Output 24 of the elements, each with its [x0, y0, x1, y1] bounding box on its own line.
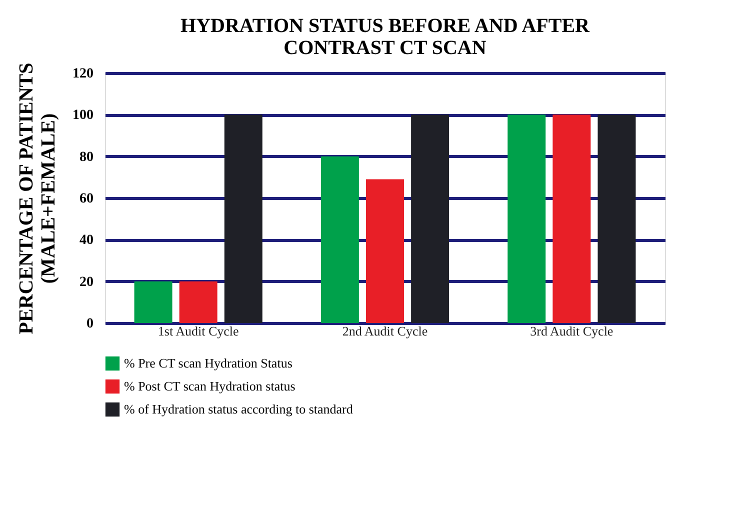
- bar: [508, 114, 546, 323]
- legend-label: % of Hydration status according to standard: [124, 402, 354, 416]
- y-axis-title: PERCENTAGE OF PATIENTS (MALE+FEMALE): [16, 62, 60, 334]
- legend-label: % Post CT scan Hydration status: [124, 378, 296, 394]
- legend-label: % Pre CT scan Hydration Status: [124, 356, 292, 370]
- x-tick-label: 3rd Audit Cycle: [530, 324, 614, 338]
- bar: [552, 114, 591, 323]
- bar: [598, 114, 636, 323]
- bar: [224, 114, 262, 323]
- bar: [320, 156, 359, 323]
- y-tick-label: 120: [72, 66, 94, 82]
- y-tick-label: 100: [72, 108, 94, 124]
- y-tick-label: 40: [80, 233, 94, 248]
- x-tick-label: 2nd Audit Cycle: [342, 324, 428, 338]
- bar: [179, 281, 218, 323]
- chart-title: HYDRATION STATUS BEFORE AND AFTER CONTRAST CT SCAN: [180, 14, 590, 59]
- bar: [411, 114, 450, 323]
- bar: [134, 281, 172, 323]
- y-tick-label: 20: [80, 274, 94, 290]
- bar: [366, 179, 404, 323]
- x-tick-label: 1st Audit Cycle: [158, 324, 240, 338]
- y-tick-label: 60: [80, 192, 94, 206]
- y-tick-label: 80: [80, 150, 94, 165]
- y-tick-label: 0: [86, 316, 94, 332]
